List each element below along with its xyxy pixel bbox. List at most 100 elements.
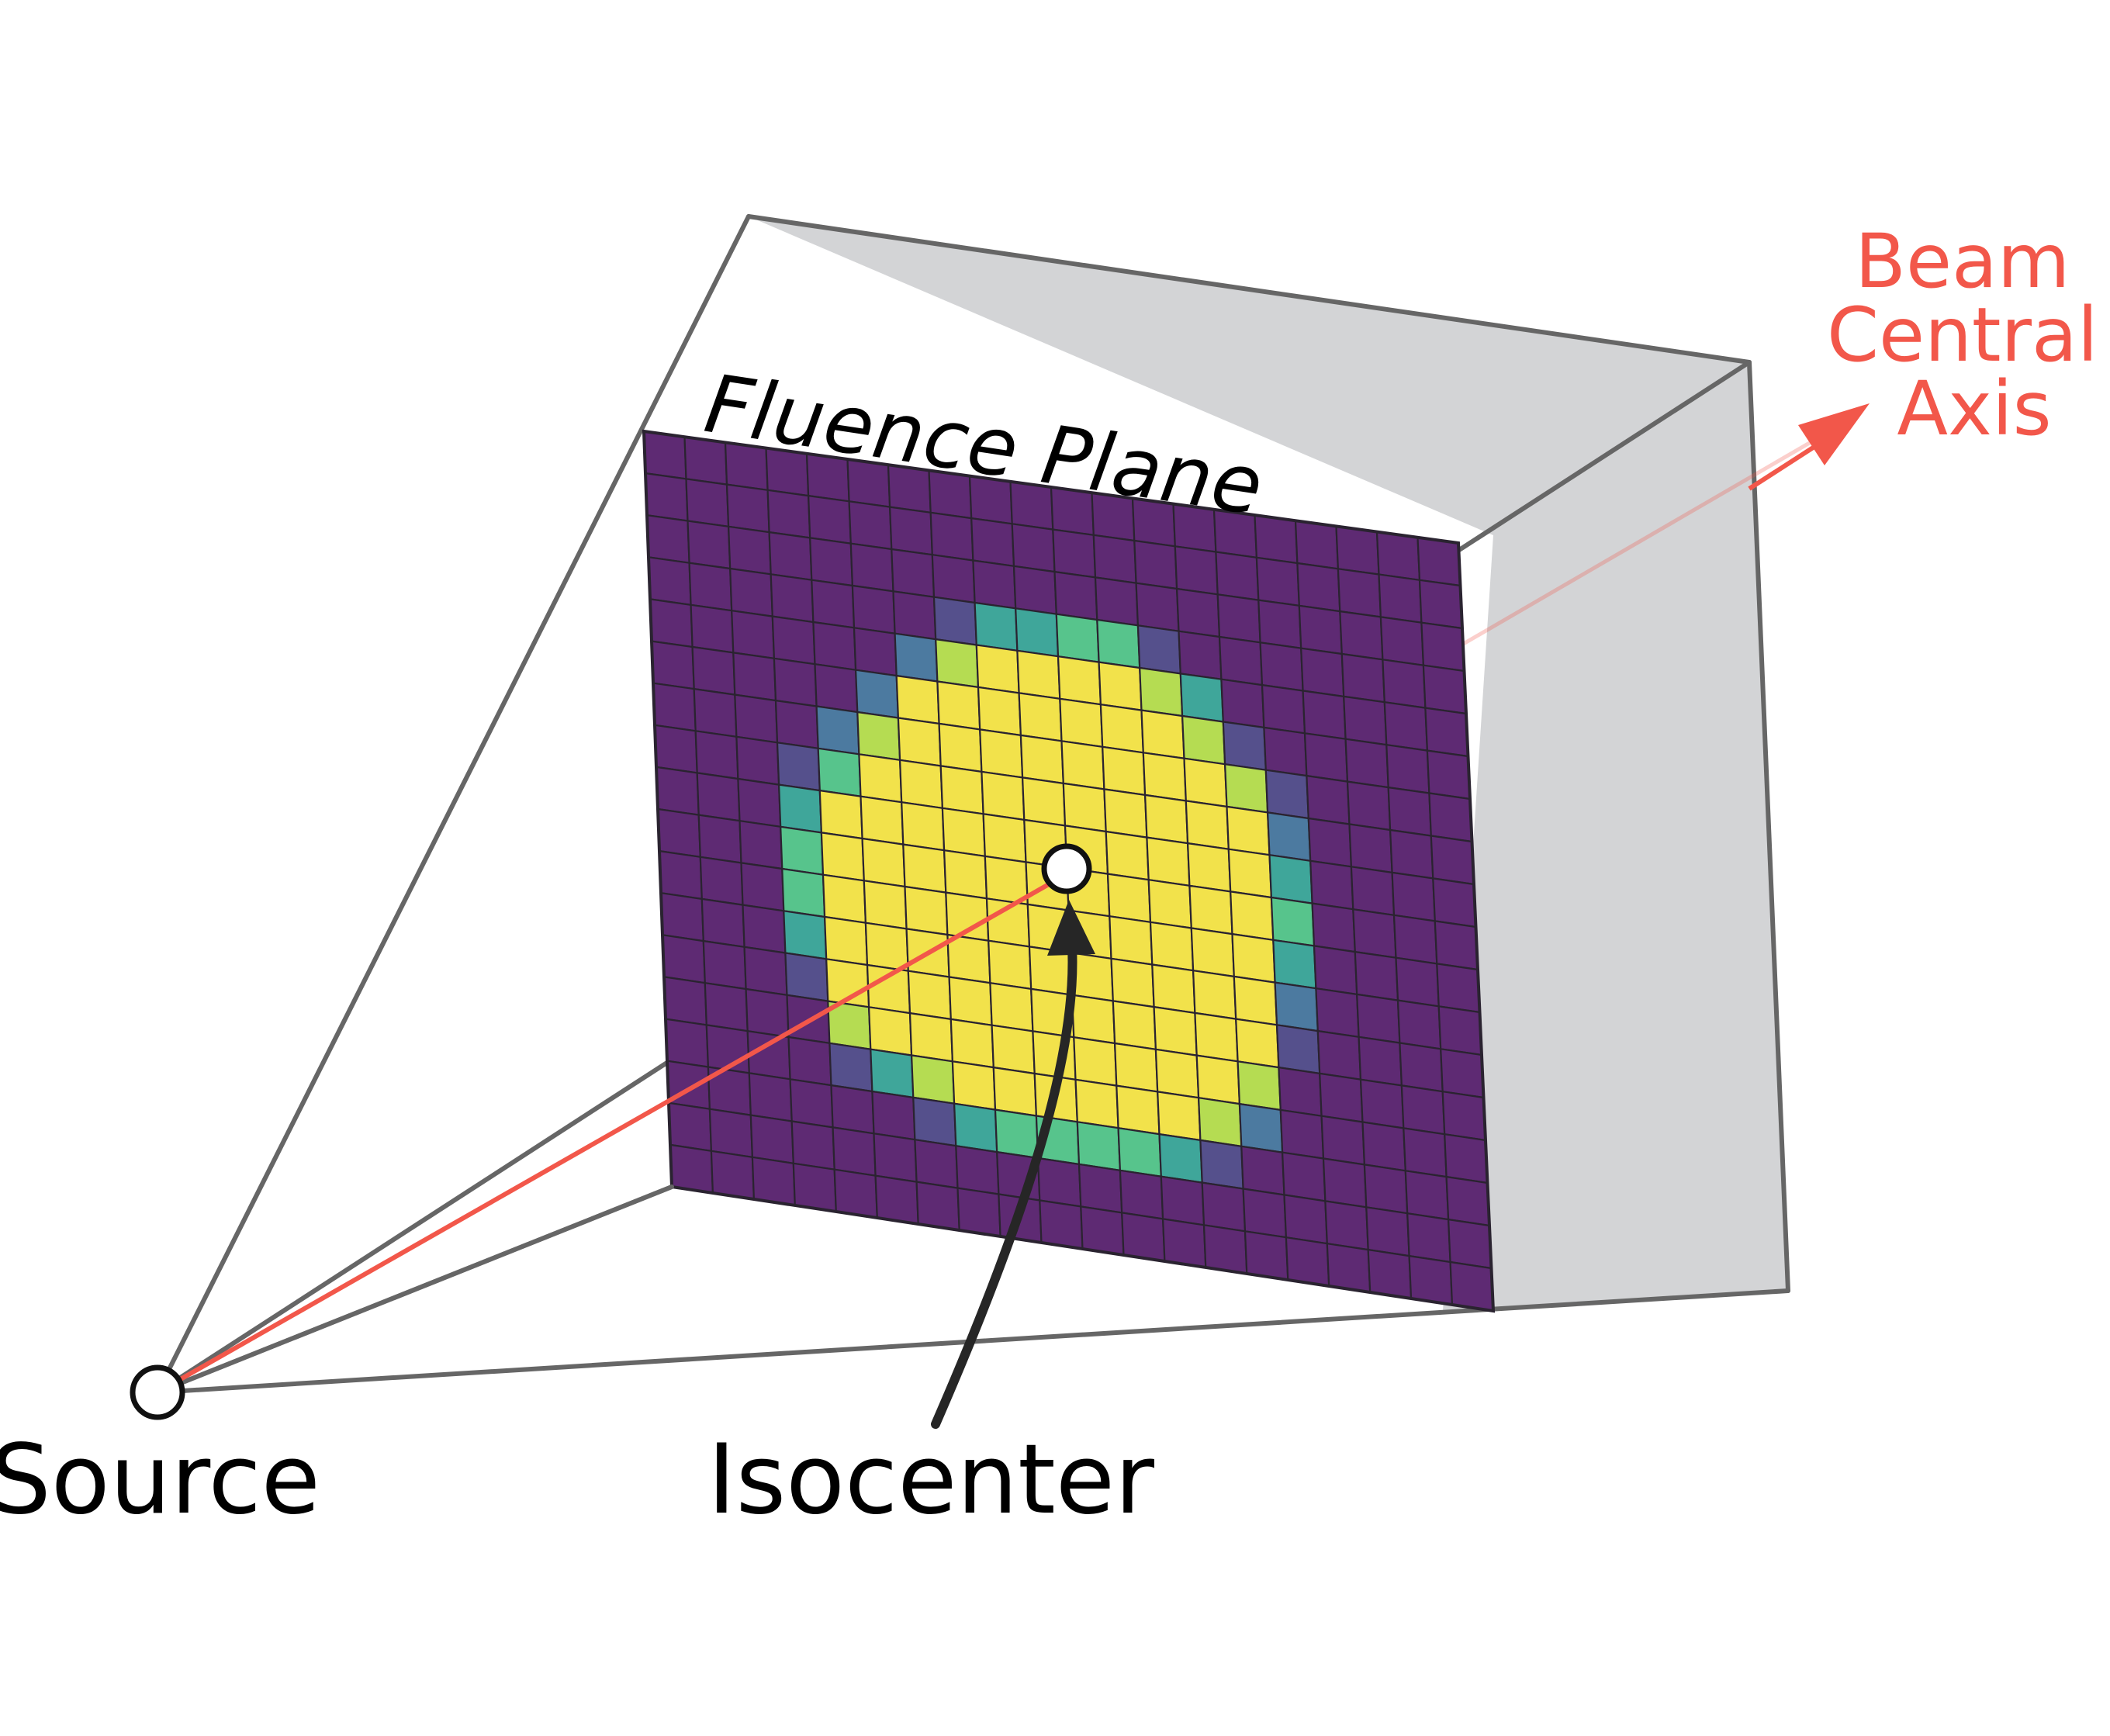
fluence-cell <box>817 747 862 797</box>
fluence-cell <box>773 657 818 707</box>
fluence-cell <box>1430 835 1475 886</box>
fluence-cell <box>1278 1066 1323 1117</box>
fluence-cell <box>1178 630 1223 680</box>
fluence-cell <box>1202 1224 1248 1275</box>
fluence-cell <box>1436 963 1481 1014</box>
fluence-cell <box>1300 647 1345 698</box>
fluence-cell <box>1109 915 1154 966</box>
fluence-cell <box>1268 853 1313 904</box>
fluence-cell <box>892 590 937 641</box>
fluence-cell <box>1447 1218 1493 1270</box>
fluence-cell <box>901 801 946 852</box>
fluence-cell <box>1113 1042 1159 1093</box>
fluence-cell <box>932 596 977 646</box>
fluence-cell <box>745 987 790 1039</box>
fluence-cell <box>690 603 735 654</box>
fluence-cell <box>854 669 900 719</box>
fluence-cell <box>1096 618 1141 669</box>
fluence-plane <box>642 430 1495 1312</box>
fluence-cell <box>1201 1181 1247 1233</box>
fluence-cell <box>1179 673 1224 723</box>
fluence-cell <box>1426 749 1472 801</box>
fluence-cell <box>731 609 776 660</box>
fluence-cell <box>727 525 772 576</box>
fluence-cell <box>975 644 1020 694</box>
fluence-cell <box>1261 683 1306 735</box>
fluence-cell <box>1094 576 1140 627</box>
fluence-cell <box>696 772 741 822</box>
fluence-cell <box>669 1143 714 1195</box>
fluence-cell <box>1395 956 1440 1008</box>
fluence-cell <box>1183 757 1228 808</box>
fluence-cell <box>888 506 933 556</box>
fluence-cell <box>666 1060 711 1110</box>
fluence-cell <box>792 1162 837 1213</box>
fluence-cell <box>1153 1005 1198 1056</box>
fluence-cell <box>1365 1206 1410 1257</box>
fluence-cell <box>1053 570 1098 621</box>
fluence-cell <box>820 832 865 882</box>
fluence-cell <box>1106 873 1152 924</box>
fluence-cell <box>710 1150 756 1201</box>
fluence-cell <box>1422 664 1468 715</box>
fluence-cell <box>781 867 826 918</box>
fluence-cell <box>783 910 828 960</box>
fluence-cell <box>735 735 780 786</box>
fluence-cell <box>644 472 689 522</box>
fluence-cell <box>1279 1108 1325 1160</box>
fluence-cell <box>729 567 773 617</box>
fluence-cell <box>1449 1261 1495 1312</box>
fluence-cell <box>1080 1205 1125 1257</box>
fluence-cell <box>1158 1133 1203 1184</box>
isocenter-arrow-curve <box>931 942 1077 1429</box>
fluence-cell <box>1016 649 1061 700</box>
fluence-cell <box>700 897 745 949</box>
fluence-cell <box>734 693 779 744</box>
fluence-cell <box>938 722 983 773</box>
fluence-cell <box>645 514 690 564</box>
fluence-cell <box>809 537 854 587</box>
fluence-cell <box>694 730 739 780</box>
fluence-cell <box>1344 738 1389 789</box>
fluence-cell <box>662 976 707 1026</box>
fluence-cell <box>1147 878 1192 929</box>
fluence-cell <box>1121 1212 1166 1263</box>
fluence-cell <box>1071 994 1116 1045</box>
source-marker <box>130 1364 185 1420</box>
fluence-cell <box>771 615 816 666</box>
fluence-cell <box>1140 709 1185 759</box>
fluence-cell <box>1399 1042 1444 1093</box>
fluence-cell <box>1190 927 1235 978</box>
fluence-cell <box>732 652 777 702</box>
fluence-cell <box>1337 568 1382 618</box>
fluence-cell <box>658 849 703 901</box>
fluence-cell <box>935 638 980 689</box>
fluence-cell <box>1238 1102 1284 1153</box>
fluence-cell <box>981 770 1026 821</box>
fluence-cell <box>1309 859 1354 911</box>
fluence-plane-border <box>642 429 1496 1313</box>
fluence-cell <box>1437 1005 1483 1056</box>
fluence-cell <box>822 873 867 924</box>
fluence-cell <box>1133 539 1178 590</box>
fluence-cell <box>1441 1090 1487 1142</box>
fluence-cell <box>1359 1078 1405 1129</box>
fluence-cell <box>1157 1091 1202 1142</box>
fluence-cell <box>1161 1218 1207 1269</box>
fluence-cell <box>1408 1254 1454 1306</box>
fluence-cell <box>1057 655 1102 706</box>
fluence-cell <box>895 674 940 725</box>
fluence-cell <box>647 556 692 607</box>
fluence-cell <box>1074 1078 1119 1129</box>
fluence-cell <box>874 1174 919 1226</box>
fluence-cell <box>1185 800 1230 850</box>
fluence-cell <box>1259 641 1304 692</box>
fluence-cell <box>851 584 896 635</box>
fluence-cell <box>1135 582 1180 632</box>
fluence-cell <box>685 478 730 528</box>
fluence-cell <box>1385 743 1430 794</box>
fluence-cell <box>907 970 952 1021</box>
fluence-cell <box>1281 1151 1327 1202</box>
fluence-cell <box>1420 621 1465 673</box>
fluence-cell <box>1340 652 1385 704</box>
